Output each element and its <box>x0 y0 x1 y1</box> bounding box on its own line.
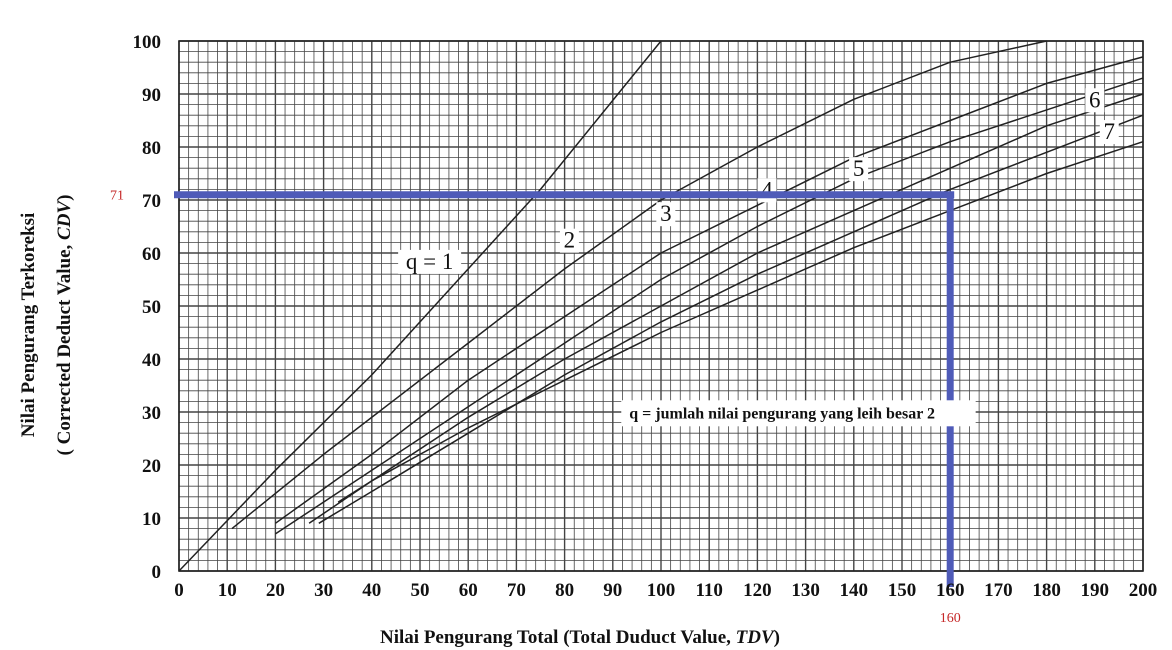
curve-label-5: 5 <box>853 156 865 181</box>
series-line-5 <box>308 93 1144 524</box>
curve-label-4: 4 <box>761 177 773 202</box>
y-tick-label: 80 <box>142 138 161 159</box>
y-tick-label: 50 <box>142 297 161 318</box>
curve-label-bg <box>398 249 462 274</box>
y-axis-title-part: ( Corrected Deduct Value, <box>54 240 75 455</box>
highlight-lines: 160 71 <box>110 189 961 626</box>
curve-label-bg <box>1085 88 1105 113</box>
annotation: q = jumlah nilai pengurang yang leih bes… <box>621 400 976 427</box>
y-axis-title-part: ) <box>54 195 75 201</box>
y-tick-label: 0 <box>152 562 162 583</box>
x-tick-label: 20 <box>266 580 285 601</box>
series-line-7 <box>337 140 1144 503</box>
series-line-4 <box>274 77 1144 535</box>
curve-label-6: 6 <box>1089 87 1101 112</box>
x-tick-label: 10 <box>218 580 237 601</box>
series-line-6 <box>318 114 1144 524</box>
y-tick-label: 90 <box>142 85 161 106</box>
series-line-2 <box>231 40 1047 530</box>
y-tick-label: 70 <box>142 191 161 212</box>
x-axis-title-part: ) <box>774 627 780 648</box>
tick-labels: 0 10 20 30 40 50 60 70 80 90 100 110 120 130 140 150 160… <box>133 32 1158 601</box>
y-tick-label: 20 <box>142 456 161 477</box>
x-tick-label: 200 <box>1129 580 1158 601</box>
x-tick-label: 80 <box>555 580 574 601</box>
curve-label-1: q = 1 <box>406 249 453 274</box>
y-tick-label: 10 <box>142 509 161 530</box>
x-tick-label: 70 <box>507 580 526 601</box>
x-tick-label: 50 <box>411 580 430 601</box>
x-tick-label: 150 <box>888 580 917 601</box>
y-tick-label: 30 <box>142 403 161 424</box>
curve-label-bg <box>1099 120 1119 145</box>
y-axis-title-abbr: CDV <box>54 200 75 240</box>
grid <box>178 40 1144 572</box>
x-tick-label: 90 <box>603 580 622 601</box>
curve-label-bg <box>656 202 676 227</box>
x-axis-title-part: Nilai Pengurang Total (Total Duduct Valu… <box>380 627 736 648</box>
x-tick-label: 130 <box>791 580 820 601</box>
y-tick-label: 60 <box>142 244 161 265</box>
y-tick-label: 100 <box>133 32 162 53</box>
x-tick-label: 40 <box>362 580 381 601</box>
x-tick-label: 180 <box>1032 580 1061 601</box>
curve-label-bg <box>559 228 579 253</box>
y-axis-title-line2: ( Corrected Deduct Value, CDV) <box>54 195 75 456</box>
x-tick-label: 100 <box>647 580 676 601</box>
annotation-box <box>621 400 976 427</box>
curve-label-3: 3 <box>660 201 672 226</box>
y-tick-label: 40 <box>142 350 161 371</box>
curve-label-2: 2 <box>564 228 576 253</box>
cdv-marker-label: 71 <box>110 189 124 204</box>
x-tick-label: 60 <box>459 580 478 601</box>
x-tick-label: 170 <box>984 580 1013 601</box>
curve-label-7: 7 <box>1104 119 1116 144</box>
x-axis-title-abbr: TDV <box>736 627 775 648</box>
x-axis-title: Nilai Pengurang Total (Total Duduct Valu… <box>380 627 780 648</box>
annotation-text: q = jumlah nilai pengurang yang leih bes… <box>629 405 935 422</box>
x-tick-label: 0 <box>174 580 184 601</box>
x-tick-label: 110 <box>695 580 722 601</box>
series-line-1 <box>178 40 662 572</box>
x-tick-label: 140 <box>840 580 869 601</box>
tdv-marker-label: 160 <box>940 611 961 626</box>
x-tick-label: 120 <box>743 580 772 601</box>
x-tick-label: 30 <box>314 580 333 601</box>
x-tick-label: 190 <box>1081 580 1110 601</box>
y-axis-title-line1: Nilai Pengurang Terkoreksi <box>18 213 39 438</box>
curves: q = 1 2 3 4 5 67 <box>178 40 1144 572</box>
x-tick-label: 160 <box>936 580 965 601</box>
series-line-3 <box>274 56 1144 524</box>
curve-label-bg <box>849 157 869 182</box>
